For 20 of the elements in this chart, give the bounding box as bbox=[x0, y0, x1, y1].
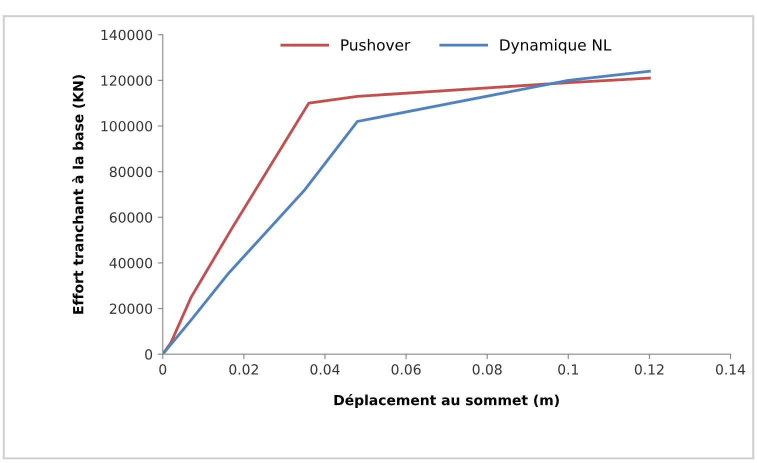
y-tick-label: 0 bbox=[145, 349, 152, 360]
y-tick-label: 140000 bbox=[102, 30, 152, 40]
y-axis-title: Effort tranchant à la base (KN) bbox=[72, 75, 86, 314]
y-tick-label: 100000 bbox=[102, 120, 152, 132]
y-tick-label: 60000 bbox=[110, 212, 152, 223]
y-tick-label: 40000 bbox=[110, 258, 152, 268]
x-tick-label: 0.14 bbox=[716, 364, 746, 375]
legend-label: Dynamique NL bbox=[500, 38, 612, 54]
y-tick-label: 80000 bbox=[110, 166, 152, 178]
x-tick-label: 0.1 bbox=[558, 364, 578, 375]
x-tick-label: 0.02 bbox=[229, 364, 258, 375]
x-tick-label: 0.04 bbox=[310, 364, 340, 375]
x-axis-title: Déplacement au sommet (m) bbox=[334, 394, 559, 408]
x-tick-label: 0.06 bbox=[392, 364, 421, 375]
y-tick-label: 20000 bbox=[110, 304, 152, 314]
x-tick-label: 0.08 bbox=[472, 364, 502, 375]
y-tick-label: 120000 bbox=[102, 75, 152, 86]
x-tick-label: 0.12 bbox=[634, 364, 664, 375]
x-tick-label: 0 bbox=[159, 364, 166, 375]
legend-label: Pushover bbox=[341, 38, 410, 51]
